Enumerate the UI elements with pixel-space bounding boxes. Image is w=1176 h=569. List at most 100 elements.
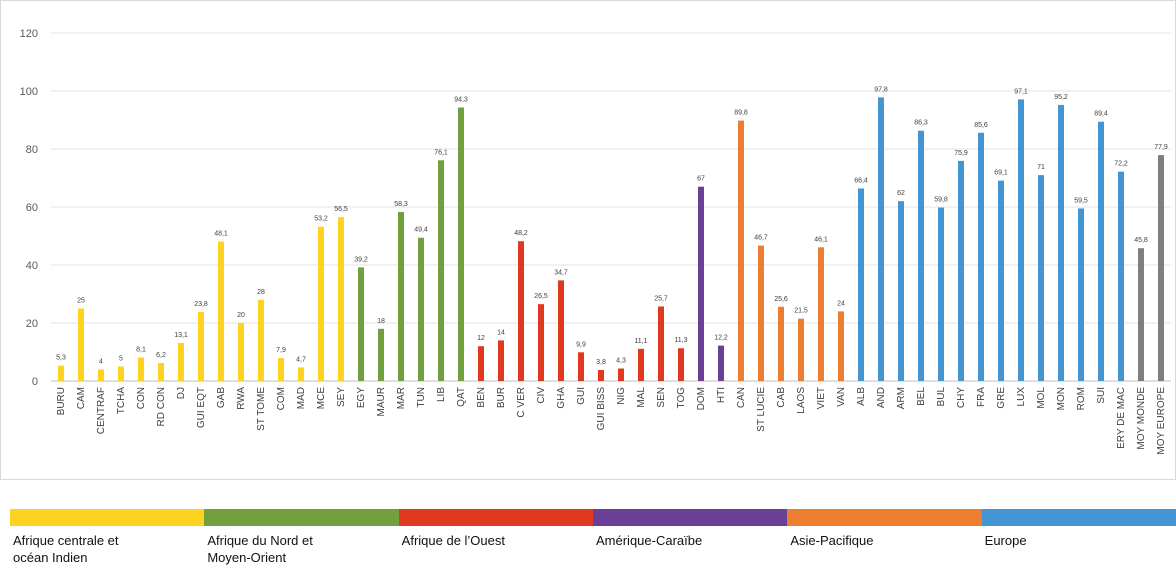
x-tick-label: BUR: [496, 387, 507, 408]
bar: [938, 207, 944, 381]
x-tick-label: LIB: [436, 387, 447, 402]
x-tick-label: TCHA: [116, 387, 127, 415]
x-tick-label: MAR: [396, 387, 407, 409]
chart-area: 0 20 40 60 80 100 120 5,3 BURU 25 CAM 4 CENTRAF 5 TCHA…: [0, 0, 1176, 480]
bar: [838, 311, 844, 381]
data-label: 25: [77, 298, 85, 305]
data-label: 97,1: [1014, 88, 1028, 95]
data-label: 4,7: [296, 356, 306, 363]
data-label: 12: [477, 335, 485, 342]
x-tick-label: CENTRAF: [96, 387, 107, 434]
bar: [138, 357, 144, 381]
legend-label: Afrique centrale et océan Indien: [13, 533, 119, 565]
bar: [178, 343, 184, 381]
data-label: 45,8: [1134, 237, 1148, 244]
bar: [818, 247, 824, 381]
x-tick-label: VAN: [836, 387, 847, 407]
x-tick-label: GUI: [576, 387, 587, 405]
bar: [338, 217, 344, 381]
x-tick-label: CAB: [776, 387, 787, 408]
bar: [578, 352, 584, 381]
bar: [858, 188, 864, 381]
y-tick-label: 80: [26, 144, 38, 156]
x-tick-label: ERY DE MAC: [1116, 387, 1127, 449]
bar: [878, 97, 884, 381]
data-label: 66,4: [854, 177, 868, 184]
bar: [258, 299, 264, 381]
x-tick-label: LAOS: [796, 387, 807, 414]
bar: [98, 369, 104, 381]
data-label: 4: [99, 358, 103, 365]
x-tick-label: NIG: [616, 387, 627, 405]
data-label: 48,1: [214, 231, 228, 238]
data-label: 26,5: [534, 293, 548, 300]
data-label: 7,9: [276, 347, 286, 354]
legend-item: Europe: [981, 509, 1176, 569]
data-label: 28: [257, 289, 265, 296]
x-tick-label: ST LUCIE: [756, 387, 767, 432]
data-label: 76,1: [434, 149, 448, 156]
bar: [438, 160, 444, 381]
legend-swatch: [10, 509, 205, 526]
data-label: 72,2: [1114, 161, 1128, 168]
x-tick-label: C VER: [516, 387, 527, 418]
bar: [158, 363, 164, 381]
bar: [358, 267, 364, 381]
x-tick-label: GUI BISS: [596, 387, 607, 431]
data-label: 75,9: [954, 150, 968, 157]
bar: [1138, 248, 1144, 381]
data-label: 95,2: [1054, 94, 1068, 101]
data-label: 5,3: [56, 355, 66, 362]
data-label: 25,6: [774, 296, 788, 303]
data-label: 59,8: [934, 197, 948, 204]
data-label: 3,8: [596, 359, 606, 366]
legend-label: Europe: [984, 533, 1027, 548]
bar: [978, 132, 984, 381]
legend: Afrique centrale et océan Indien Afrique …: [10, 509, 1176, 569]
x-tick-label: BEN: [476, 387, 487, 408]
x-tick-label: LUX: [1016, 387, 1027, 407]
y-tick-label: 20: [26, 318, 38, 330]
bar: [678, 348, 684, 381]
bar: [1098, 121, 1104, 382]
x-tick-label: GAB: [216, 387, 227, 408]
bar: [478, 346, 484, 381]
x-tick-label: TOG: [676, 387, 687, 409]
data-label: 5: [119, 356, 123, 363]
data-label: 62: [897, 190, 905, 197]
x-tick-label: DOM: [696, 387, 707, 410]
data-label: 12,2: [714, 335, 728, 342]
x-tick-label: MAL: [636, 387, 647, 408]
x-tick-label: HTI: [716, 387, 727, 403]
legend-label: Amérique-Caraïbe: [596, 533, 703, 548]
bar: [198, 311, 204, 381]
bar: [118, 366, 124, 381]
data-label: 58,3: [394, 201, 408, 208]
bar: [558, 280, 564, 381]
x-tick-label: ALB: [856, 387, 867, 406]
bar: [418, 237, 424, 381]
x-tick-label: RD CON: [156, 387, 167, 426]
bar: [218, 241, 224, 381]
x-tick-label: BEL: [916, 387, 927, 406]
x-tick-label: SUI: [1096, 387, 1107, 404]
bar-chart: 0 20 40 60 80 100 120 5,3 BURU 25 CAM 4 CENTRAF 5 TCHA…: [20, 28, 1171, 455]
data-label: 69,1: [994, 170, 1008, 177]
x-tick-label: CIV: [536, 387, 547, 404]
legend-label: Afrique de l’Ouest: [401, 533, 505, 548]
bar: [798, 318, 804, 381]
x-tick-label: FRA: [976, 387, 987, 407]
x-tick-label: MOL: [1036, 387, 1047, 409]
data-label: 71: [1037, 164, 1045, 171]
x-tick-label: AND: [876, 387, 887, 408]
bar: [398, 211, 404, 381]
x-tick-label: CAN: [736, 387, 747, 408]
data-label: 89,4: [1094, 111, 1108, 118]
bar: [498, 340, 504, 381]
bar: [758, 245, 764, 381]
x-tick-label: MAD: [296, 387, 307, 409]
bar: [598, 369, 604, 381]
data-label: 11,3: [674, 337, 687, 344]
x-tick-label: GRE: [996, 387, 1007, 409]
y-tick-label: 120: [20, 28, 38, 40]
